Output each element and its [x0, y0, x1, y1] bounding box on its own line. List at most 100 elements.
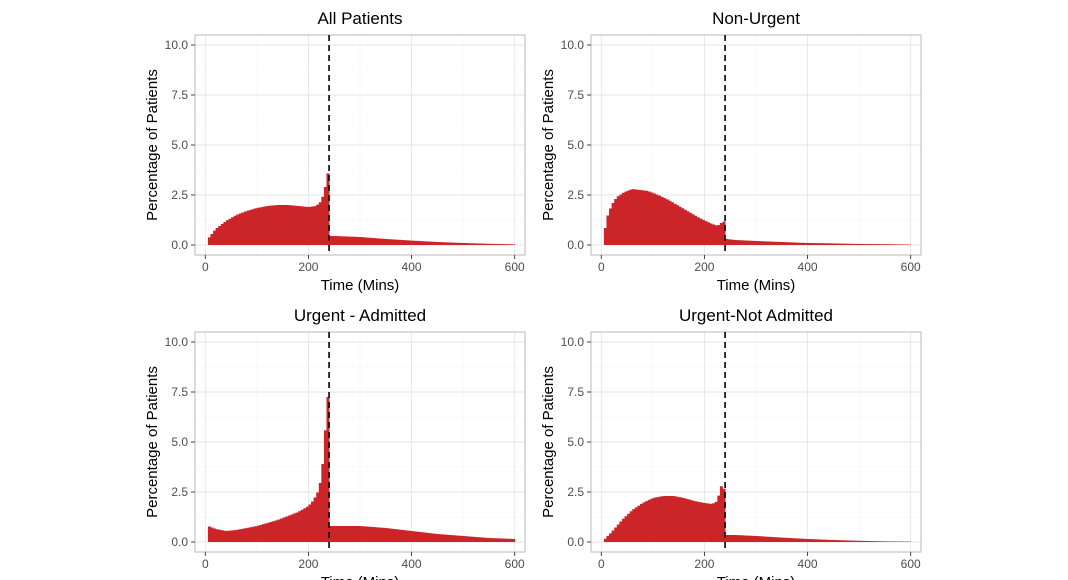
histogram-bar [223, 530, 227, 542]
histogram-bar [457, 242, 461, 245]
histogram-bar [225, 220, 229, 245]
histogram-bar [799, 242, 803, 245]
histogram-bar [251, 209, 255, 245]
histogram-bar [678, 206, 682, 245]
histogram-bar [473, 536, 477, 542]
histogram-bar [902, 244, 906, 245]
histogram-bar [408, 240, 412, 245]
histogram-bar [877, 244, 881, 245]
histogram-bar [650, 498, 654, 542]
histogram-bar [652, 193, 656, 245]
histogram-bar [843, 243, 847, 245]
histogram-bar [262, 206, 266, 245]
histogram-bar [616, 524, 620, 542]
histogram-bar [313, 497, 317, 542]
histogram-bar [869, 541, 873, 542]
histogram-bar [396, 239, 400, 245]
histogram-bar [439, 534, 443, 542]
histogram-bar [277, 205, 281, 245]
histogram-bar [393, 529, 397, 542]
histogram-bar [491, 243, 495, 245]
histogram-bar [637, 505, 641, 542]
histogram-bar [768, 536, 772, 542]
histogram-bar [861, 540, 865, 542]
histogram-bar [499, 538, 503, 542]
histogram-bar [429, 533, 433, 542]
histogram-bar [670, 496, 674, 542]
histogram-bar [267, 522, 271, 542]
histogram-bar [233, 530, 237, 542]
histogram-bar [823, 243, 827, 245]
histogram-bar [347, 526, 351, 542]
histogram-bar [861, 244, 865, 245]
histogram-bar [367, 237, 371, 245]
histogram-bar [419, 241, 423, 245]
histogram-bar [501, 244, 505, 245]
histogram-bar [838, 243, 842, 245]
histogram-bar [686, 499, 690, 542]
histogram-bar [280, 518, 284, 542]
histogram-bar [383, 238, 387, 245]
panel-2: 0 200 400 600 0.0 2.5 5.0 7.5 10.0 Non-Urgent Time… [540, 9, 922, 294]
histogram-bar [727, 535, 731, 542]
histogram-bar [427, 241, 431, 245]
histogram-bar [882, 541, 886, 542]
histogram-bar [362, 237, 366, 245]
histogram-bar [817, 539, 821, 542]
histogram-bar [877, 541, 881, 542]
histogram-bar [712, 224, 716, 245]
histogram-bar [743, 240, 747, 245]
histogram-bar [851, 243, 855, 245]
histogram-bar [719, 486, 723, 542]
histogram-bar [825, 539, 829, 542]
histogram-bar [753, 240, 757, 245]
histogram-bar [872, 244, 875, 245]
histogram-bar [303, 206, 307, 245]
histogram-bar [494, 243, 498, 245]
histogram-bar [218, 529, 222, 542]
histogram-bar [360, 526, 363, 542]
histogram-bar [483, 243, 487, 245]
histogram-bar [349, 236, 353, 245]
histogram-bar [504, 244, 508, 245]
histogram-bar [812, 243, 816, 245]
histogram-bar [843, 540, 847, 542]
histogram-bar [619, 194, 623, 245]
histogram-bar [784, 537, 788, 542]
histogram-bar [496, 244, 500, 245]
histogram-bar [421, 532, 425, 542]
histogram-bar [874, 244, 878, 245]
histogram-bar [225, 530, 229, 542]
histogram-bar [859, 540, 863, 542]
histogram-bar [895, 244, 899, 245]
histogram-bar [761, 241, 765, 245]
histogram-bar [256, 525, 260, 542]
histogram-bar [336, 526, 340, 542]
histogram-bar [305, 206, 309, 245]
histogram-bar [779, 241, 783, 245]
histogram-bar [872, 541, 875, 542]
x-axis-label: Time (Mins) [717, 574, 796, 580]
histogram-bar [694, 215, 698, 245]
histogram-bar [249, 527, 253, 542]
histogram-bar [882, 244, 886, 245]
histogram-bar [357, 526, 361, 542]
histogram-bar [357, 236, 361, 245]
histogram-bar [606, 215, 610, 245]
histogram-bar [481, 243, 485, 245]
histogram-bar [481, 537, 485, 542]
x-tick-label: 0 [202, 260, 209, 274]
histogram-bar [414, 240, 418, 245]
histogram-bar [603, 228, 607, 245]
histogram-bar [848, 540, 852, 542]
histogram-bar [349, 526, 353, 542]
histogram-bar [887, 244, 891, 245]
histogram-bar [352, 526, 356, 542]
histogram-bar [853, 540, 857, 542]
y-axis-label: Percentage of Patients [144, 366, 161, 518]
histogram-bar [372, 238, 376, 245]
histogram-bar [290, 514, 294, 542]
histogram-bar [243, 528, 247, 542]
histogram-bar [468, 243, 472, 245]
y-tick-label: 7.5 [171, 385, 188, 399]
